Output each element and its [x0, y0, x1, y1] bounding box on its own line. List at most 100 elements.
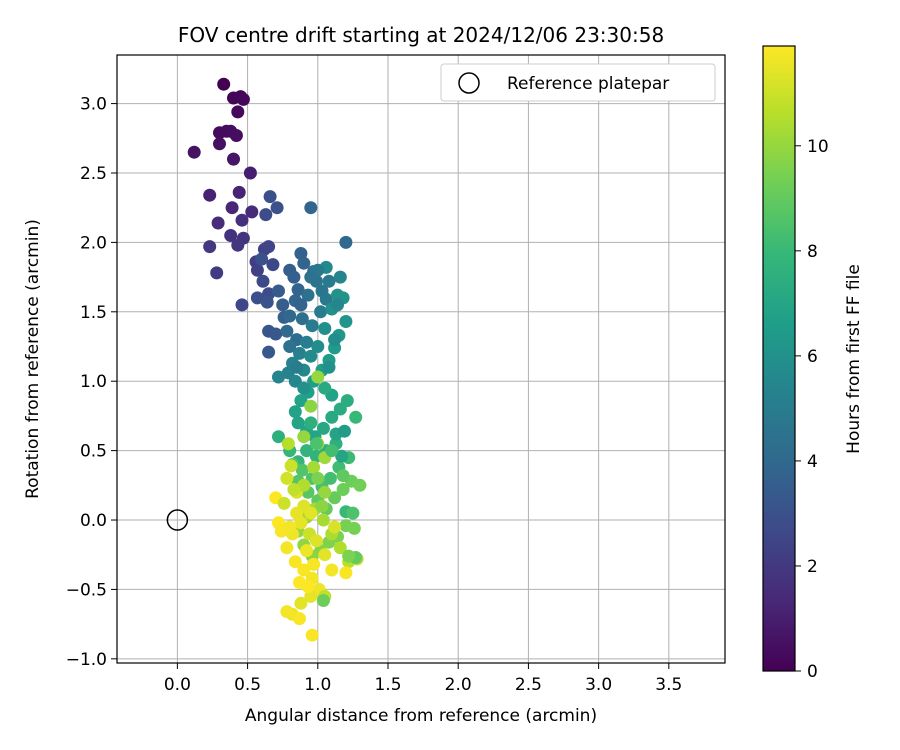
y-tick-label: −0.5: [66, 580, 107, 600]
data-point: [316, 421, 330, 435]
data-point: [187, 145, 201, 159]
data-point: [290, 360, 304, 374]
data-point: [283, 340, 297, 353]
data-point: [243, 166, 257, 180]
data-point: [301, 288, 315, 302]
colorbar-tick-label: 4: [807, 452, 818, 472]
grid-lines: [117, 55, 725, 663]
data-point: [339, 566, 353, 580]
x-axis-label: Angular distance from reference (arcmin): [245, 706, 597, 726]
y-axis-ticks: −1.0 −0.5 0.0 0.5 1.0 1.5 2.0 2.5 3.0: [66, 95, 117, 670]
data-point: [235, 213, 249, 227]
data-point: [288, 555, 302, 569]
data-point: [311, 340, 325, 353]
data-point: [295, 312, 309, 326]
data-point: [335, 449, 349, 463]
data-point: [293, 346, 306, 360]
y-tick-label: 2.0: [80, 233, 107, 253]
legend-box: [440, 63, 716, 102]
legend-entry-reference: Reference platepar: [507, 74, 669, 94]
data-point: [293, 612, 306, 626]
reference-point-marker: [166, 509, 189, 531]
data-point: [281, 437, 295, 451]
data-point: [245, 205, 259, 219]
data-point: [297, 430, 311, 444]
data-point: [346, 506, 360, 520]
y-tick-label: 0.0: [80, 511, 107, 531]
data-point: [250, 263, 264, 277]
data-point: [203, 240, 217, 254]
data-point: [311, 471, 325, 485]
data-point: [338, 424, 351, 438]
data-point: [297, 563, 311, 577]
data-point: [336, 483, 350, 496]
y-tick-label: 1.0: [80, 372, 107, 392]
data-point: [280, 471, 294, 485]
y-tick-label: 2.5: [80, 164, 107, 184]
data-point: [316, 513, 330, 527]
data-point: [213, 137, 226, 151]
data-point: [260, 295, 274, 309]
data-point: [297, 478, 311, 492]
data-point: [300, 335, 314, 349]
data-point: [224, 229, 238, 242]
data-point: [276, 298, 290, 312]
data-point: [262, 345, 276, 359]
data-point: [336, 469, 350, 483]
data-point: [231, 105, 245, 119]
colorbar-ticks: 0 2 4 6 8 10: [795, 137, 829, 682]
data-point: [339, 235, 353, 249]
x-tick-label: 2.5: [515, 675, 542, 695]
data-point: [280, 541, 294, 555]
data-point: [322, 360, 336, 374]
data-point: [272, 284, 285, 298]
data-point: [301, 580, 315, 594]
data-point: [328, 491, 342, 505]
colorbar-tick-label: 6: [807, 347, 818, 367]
data-point: [283, 520, 297, 534]
colorbar-tick-label: 10: [807, 137, 829, 157]
y-tick-label: 3.0: [80, 95, 107, 115]
legend-marker-icon: [458, 72, 480, 94]
data-point: [353, 478, 367, 492]
y-tick-label: 0.5: [80, 442, 107, 462]
data-point: [331, 298, 344, 312]
data-point: [333, 541, 347, 555]
data-point: [203, 188, 217, 202]
data-point: [304, 270, 318, 284]
data-point: [318, 548, 332, 562]
colorbar-tick-label: 0: [807, 662, 818, 682]
data-point: [333, 270, 347, 284]
data-point: [304, 399, 318, 413]
data-point: [294, 298, 308, 312]
colorbar-tick-label: 8: [807, 242, 818, 262]
data-point: [272, 370, 285, 384]
data-point: [349, 410, 363, 424]
x-tick-label: 1.5: [374, 675, 401, 695]
data-point: [262, 240, 276, 254]
data-point: [280, 324, 294, 338]
colorbar-tick-label: 2: [807, 557, 818, 577]
data-point: [227, 152, 240, 166]
data-point: [309, 437, 323, 451]
data-point: [280, 605, 294, 619]
data-point: [287, 270, 301, 284]
legend: Reference platepar: [440, 63, 716, 102]
x-tick-label: 3.5: [655, 675, 682, 695]
y-axis-label: Rotation from reference (arcmin): [23, 219, 43, 499]
data-point: [319, 292, 333, 306]
x-tick-label: 0.0: [164, 675, 191, 695]
data-point: [288, 405, 302, 419]
colorbar: 0 2 4 6 8 10 Hours from first FF file: [762, 45, 864, 682]
data-point: [255, 252, 269, 266]
data-point: [325, 563, 339, 577]
x-tick-label: 1.0: [304, 675, 331, 695]
data-point: [256, 274, 270, 288]
x-tick-label: 0.5: [234, 675, 261, 695]
data-point: [291, 416, 305, 430]
data-point: [294, 516, 308, 530]
data-point: [295, 463, 309, 477]
data-point: [325, 444, 339, 458]
data-point: [300, 544, 314, 558]
y-tick-label: −1.0: [66, 650, 107, 670]
